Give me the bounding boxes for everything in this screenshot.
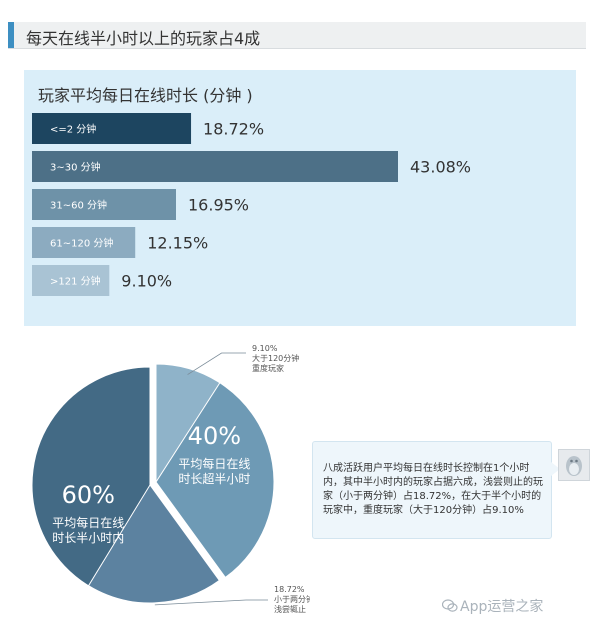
bar: [32, 265, 110, 296]
text-line: 时长超半小时: [178, 471, 250, 486]
text-line: 9.10%: [252, 344, 278, 353]
callout-box: 八成活跃用户平均每日在线时长控制在1个小时内，其中半小时内的玩家占据六成，浅尝则…: [312, 441, 560, 539]
pie-slice-label: 平均每日在线时长半小时内: [52, 515, 124, 545]
page-title-bar: 每天在线半小时以上的玩家占4成: [8, 22, 586, 49]
title-accent: [8, 22, 14, 48]
pie-annotation: 18.72%小于两分钟浅尝辄止: [274, 585, 310, 614]
text-line: 时长半小时内: [52, 531, 124, 545]
pie-slice-percent: 40%: [188, 422, 241, 450]
bar-chart: <=2 分钟 18.72% 3~30 分钟 43.08% 31~60 分钟 16.95% 6…: [32, 113, 471, 296]
bar: [32, 189, 177, 220]
bar: [32, 113, 192, 144]
leader-line: [154, 599, 268, 606]
text-line: 小于两分钟: [274, 594, 310, 604]
pie-annotation: 9.10%大于120分钟重度玩家: [252, 344, 299, 373]
text-line: 平均每日在线: [178, 456, 250, 471]
pie-slice-percent: 60%: [62, 481, 115, 509]
pie-sub-slice: [87, 484, 221, 604]
bar: [32, 227, 136, 258]
watermark: App运营之家: [442, 596, 543, 616]
text-line: 大于120分钟: [252, 353, 299, 363]
bar-chart-panel: 玩家平均每日在线时长 (分钟 ) <=2 分钟 18.72% 3~30 分钟 43.0…: [24, 70, 576, 326]
bar-value-label: 9.10%: [121, 272, 172, 291]
bar-category-label: 3~30 分钟: [50, 161, 101, 174]
qq-penguin-icon: [558, 449, 590, 481]
pie-sub-slice: [155, 363, 221, 484]
text-line: 重度玩家: [252, 363, 284, 373]
bar: [32, 151, 398, 182]
watermark-text: App运营之家: [460, 599, 544, 615]
callout-text: 八成活跃用户平均每日在线时长控制在1个小时内，其中半小时内的玩家占据六成，浅尝则…: [323, 463, 543, 516]
text-line: 浅尝辄止: [274, 604, 306, 614]
bar-category-label: >121 分钟: [50, 275, 101, 288]
wechat-icon: [442, 599, 458, 612]
bar-category-label: <=2 分钟: [50, 123, 96, 136]
bar-value-label: 16.95%: [188, 196, 249, 215]
bar-value-label: 12.15%: [147, 234, 208, 253]
text-line: 18.72%: [274, 585, 305, 594]
bar-category-label: 31~60 分钟: [50, 199, 107, 212]
bar-chart-title: 玩家平均每日在线时长 (分钟 ): [38, 86, 253, 105]
pie-slice-label: 平均每日在线时长超半小时: [178, 456, 250, 486]
text-line: 平均每日在线: [52, 515, 124, 530]
leader-line: [187, 352, 246, 375]
bar-value-label: 18.72%: [203, 120, 264, 139]
page-title: 每天在线半小时以上的玩家占4成: [26, 29, 261, 48]
bar-category-label: 61~120 分钟: [50, 237, 113, 250]
pie-chart: 40%平均每日在线时长超半小时60%平均每日在线时长半小时内9.10%大于120…: [31, 344, 310, 614]
bar-value-label: 43.08%: [410, 158, 471, 177]
